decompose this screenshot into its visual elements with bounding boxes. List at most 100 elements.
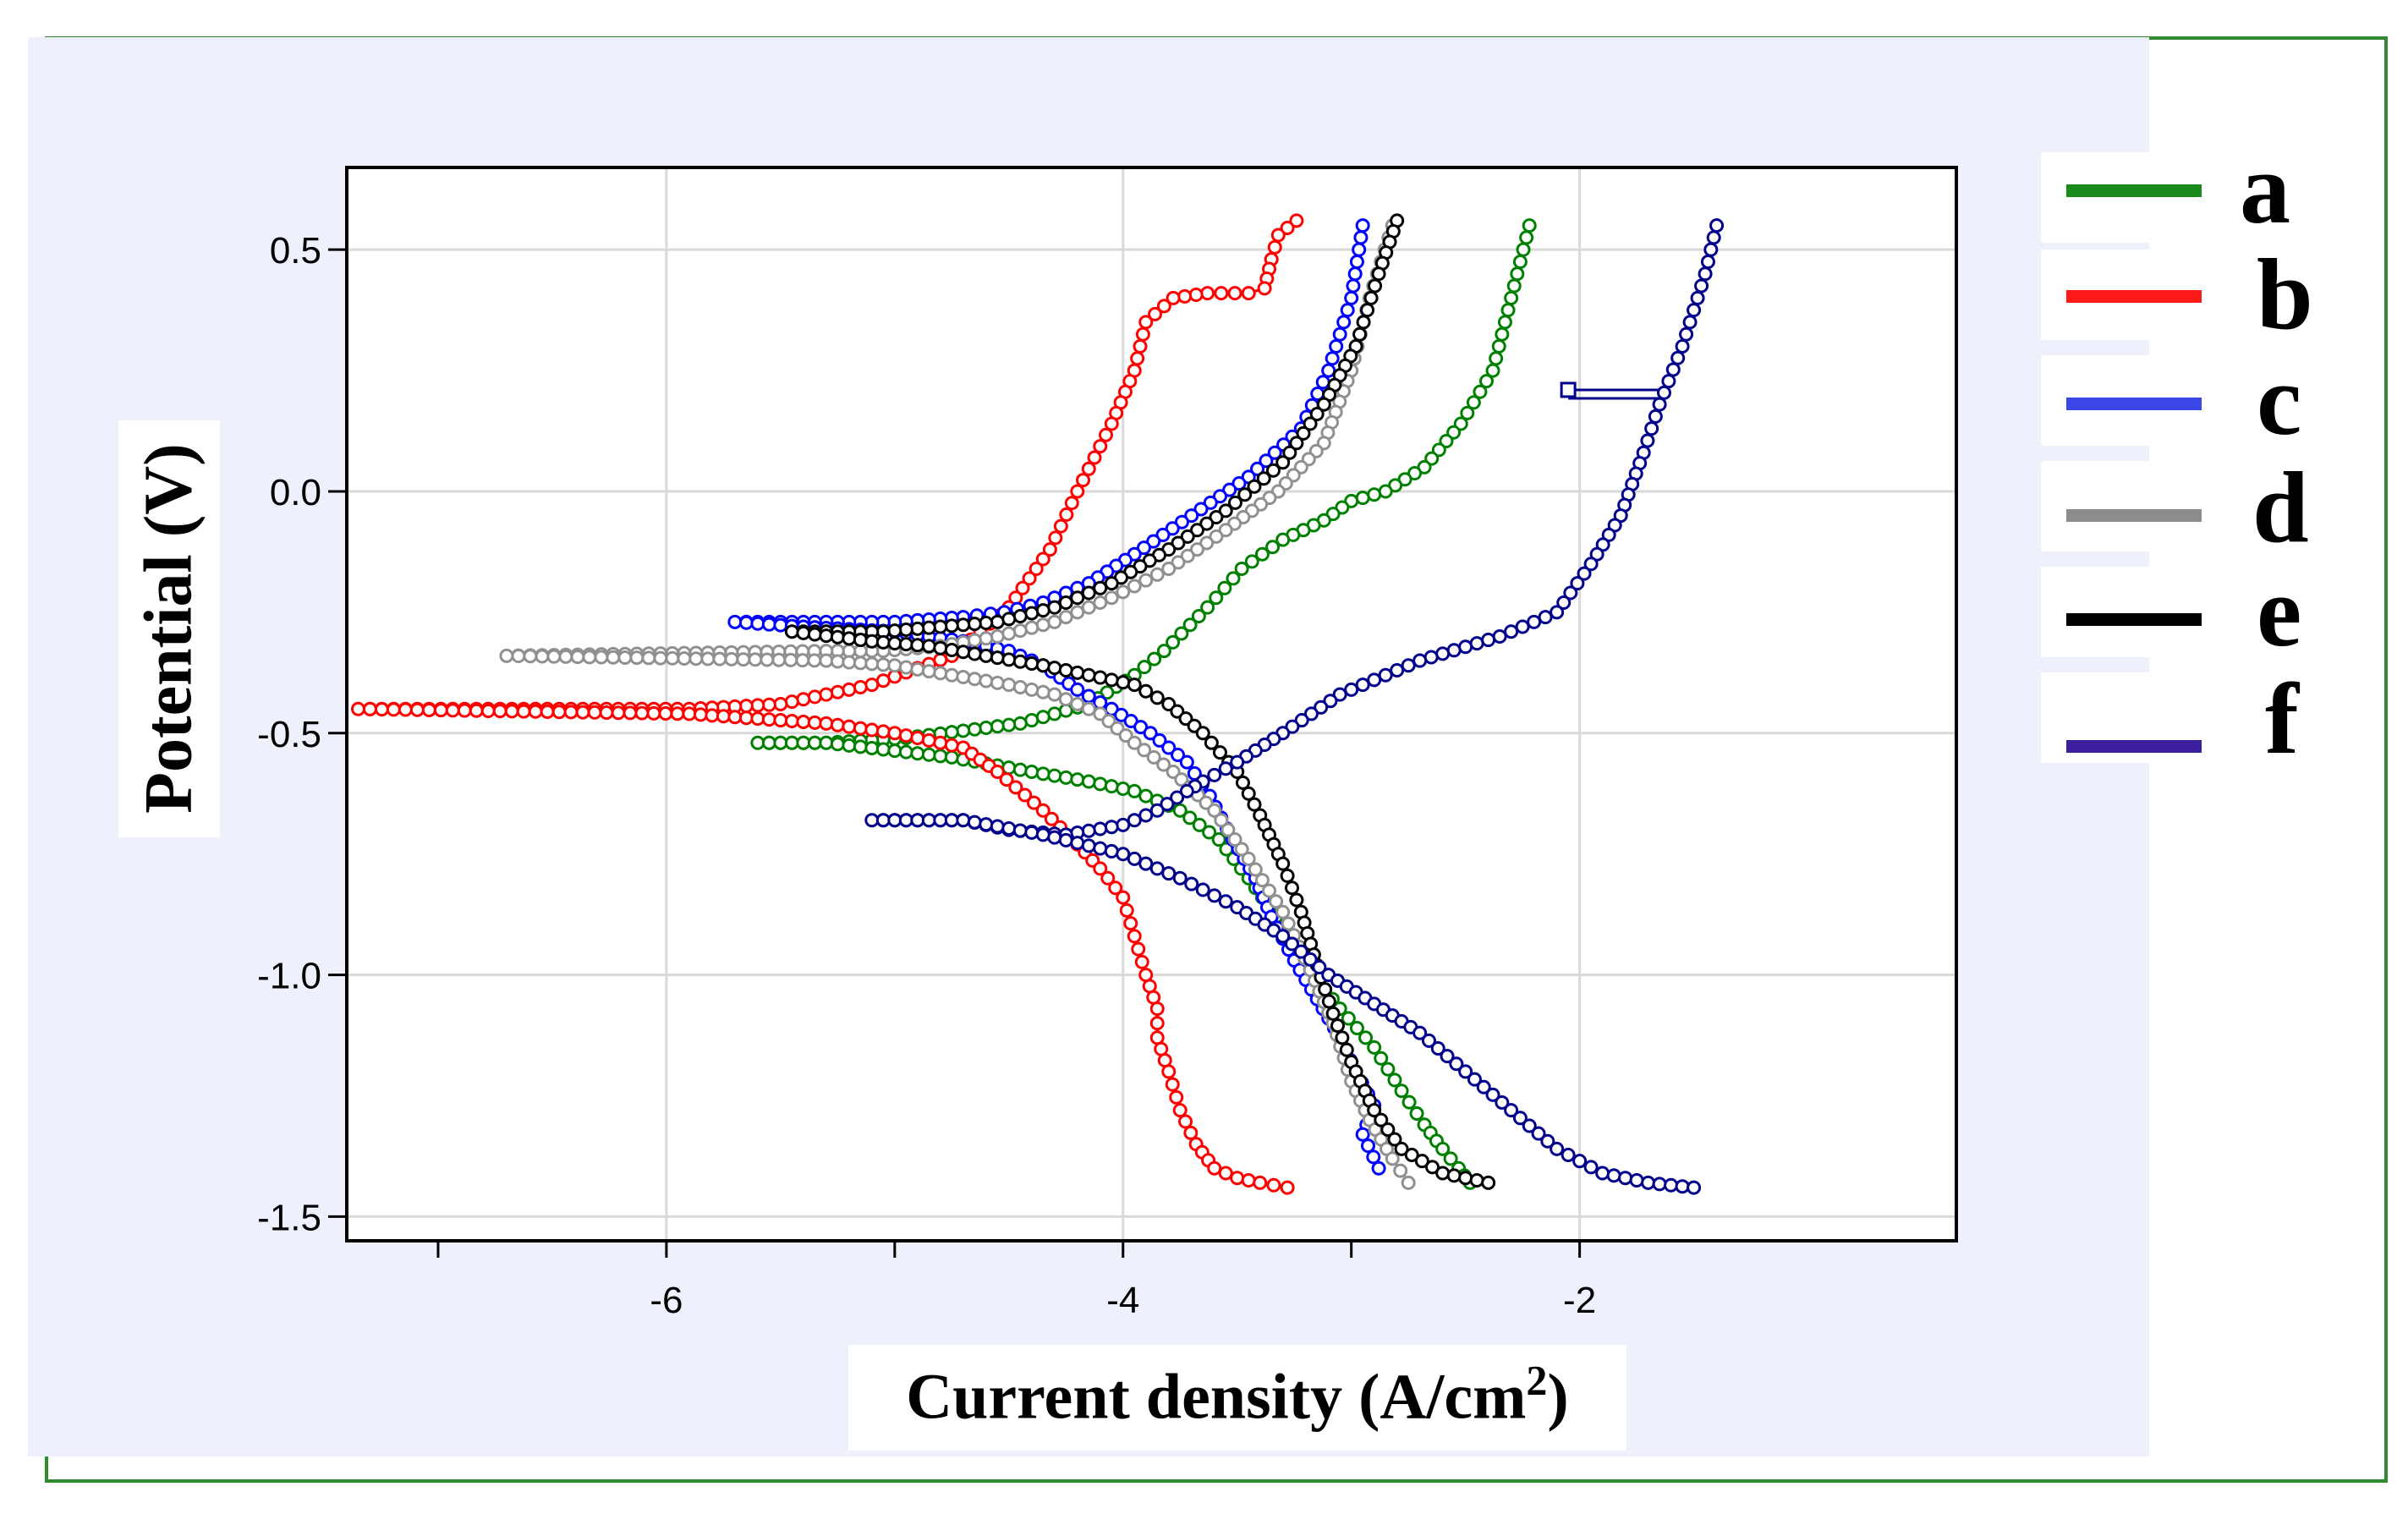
data-point [1352, 242, 1367, 257]
data-point [1572, 1154, 1588, 1169]
data-point [1679, 326, 1694, 342]
data-point [693, 707, 708, 722]
data-point [1156, 757, 1171, 772]
data-point [1218, 1166, 1233, 1181]
data-point [1670, 350, 1686, 365]
data-point [1285, 880, 1300, 896]
data-point [1550, 605, 1565, 620]
data-point [1012, 654, 1028, 669]
data-point [796, 692, 811, 707]
data-point [1449, 1056, 1464, 1072]
legend-line-f [2066, 740, 2202, 753]
data-point [1188, 288, 1204, 303]
data-point [558, 649, 573, 664]
data-point [910, 638, 925, 653]
data-point [979, 631, 994, 646]
data-point [1250, 461, 1265, 476]
data-point [1081, 838, 1096, 853]
data-point [1367, 1103, 1382, 1118]
plot-border [345, 166, 1958, 1242]
data-point [1703, 242, 1719, 257]
x-tick-label: -4 [1106, 1280, 1139, 1321]
data-point [864, 813, 880, 828]
data-point [1070, 590, 1085, 606]
data-point [864, 722, 880, 738]
data-point [784, 694, 799, 710]
data-point [445, 703, 460, 718]
data-point [1035, 617, 1050, 633]
data-point [1644, 421, 1659, 436]
data-point [1353, 230, 1369, 245]
data-point [898, 622, 913, 637]
data-point [819, 687, 834, 702]
data-point [457, 703, 472, 718]
data-point [853, 721, 868, 736]
data-point [1104, 820, 1119, 835]
data-point [1506, 278, 1522, 293]
data-point [990, 819, 1005, 834]
legend-item-box [2041, 152, 2263, 243]
data-point [1149, 861, 1165, 876]
data-point [1363, 290, 1379, 305]
data-point [1070, 697, 1085, 711]
data-point [898, 728, 913, 743]
data-point [921, 664, 936, 679]
data-point [1394, 1083, 1409, 1099]
data-point [1473, 384, 1488, 399]
data-point [599, 705, 614, 721]
data-point [1191, 608, 1206, 623]
data-point [1570, 576, 1585, 591]
data-point [492, 704, 507, 719]
plot-area [347, 167, 1956, 1241]
data-point [1281, 916, 1296, 931]
data-point [1174, 514, 1189, 529]
data-point [1137, 660, 1152, 675]
data-point [796, 625, 811, 640]
data-point [921, 747, 936, 762]
data-point [1314, 699, 1329, 715]
data-point [653, 650, 668, 666]
data-point [1184, 508, 1199, 524]
data-point [1093, 776, 1108, 792]
data-point [682, 706, 697, 721]
data-point [716, 709, 731, 724]
data-point [1218, 761, 1233, 776]
data-point [1241, 851, 1256, 866]
x-axis-label-main: Current density (A/cm [906, 1361, 1527, 1433]
data-point [898, 660, 913, 675]
data-point [1207, 888, 1222, 903]
data-point [1265, 540, 1281, 555]
data-point [1012, 762, 1028, 777]
data-point [1035, 658, 1050, 673]
data-point [1081, 688, 1096, 704]
data-point [1035, 766, 1050, 782]
data-point [1058, 662, 1073, 677]
data-point [1285, 936, 1300, 952]
data-point [864, 656, 880, 672]
data-point [1538, 610, 1553, 625]
data-point [1179, 754, 1194, 770]
data-point [956, 669, 971, 684]
data-point [1070, 836, 1085, 851]
data-point [1237, 487, 1253, 502]
data-point [956, 645, 971, 660]
data-point [1093, 439, 1108, 454]
data-point [1694, 278, 1709, 293]
data-point [1087, 450, 1102, 465]
data-point [1289, 892, 1304, 908]
data-point [784, 714, 799, 729]
data-point [1469, 636, 1484, 651]
data-point [1217, 580, 1232, 595]
data-point [1226, 571, 1241, 586]
data-point [1178, 1114, 1193, 1129]
data-point [1207, 767, 1222, 782]
data-point [783, 652, 798, 667]
data-point [1404, 1148, 1419, 1163]
data-point [1116, 890, 1131, 905]
data-point [570, 650, 585, 665]
legend-line-a [2066, 184, 2202, 197]
data-point [350, 701, 365, 716]
data-point [1241, 1173, 1256, 1188]
data-point [1231, 475, 1247, 491]
data-point [1209, 590, 1224, 606]
